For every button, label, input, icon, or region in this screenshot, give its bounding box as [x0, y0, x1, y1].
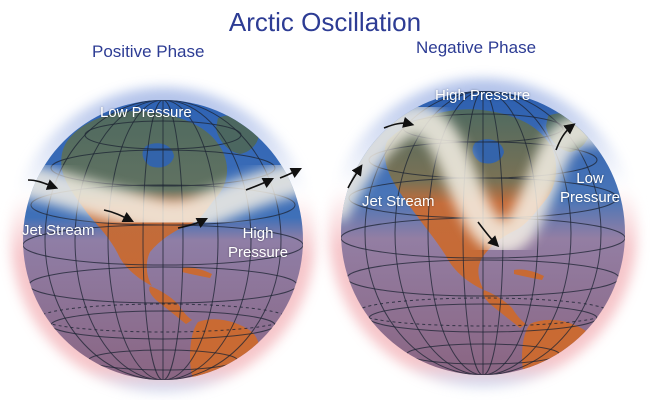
positive-caribbean — [182, 267, 212, 278]
positive-phase-heading: Positive Phase — [92, 42, 205, 61]
negative-arrow-2 — [383, 116, 415, 129]
positive-south-america — [190, 319, 261, 380]
negative-central-america — [483, 290, 526, 328]
negative-caribbean — [514, 269, 544, 280]
diagram-title: Arctic Oscillation — [228, 7, 422, 37]
positive-arrow-3 — [177, 217, 209, 229]
negative-jet-stream-label: Jet Stream — [362, 193, 435, 210]
positive-high-pressure-line2: Pressure — [227, 244, 289, 261]
negative-high-pressure-label: High Pressure — [435, 87, 531, 104]
positive-arrow-5 — [279, 167, 303, 179]
positive-arrow-2 — [103, 209, 135, 223]
positive-arrow-1 — [27, 179, 59, 190]
positive-jet-stream-label: Jet Stream — [22, 222, 95, 239]
positive-jet-arrows — [27, 167, 303, 229]
negative-hudson-bay — [472, 139, 504, 164]
positive-arrow-4 — [245, 177, 275, 191]
negative-low-pressure-label: Low Pressure — [550, 169, 630, 207]
positive-low-pressure-label: Low Pressure — [100, 104, 192, 121]
negative-phase-heading: Negative Phase — [416, 38, 537, 57]
positive-high-pressure-label: High Pressure — [218, 224, 298, 262]
positive-high-pressure-line1: High — [242, 225, 274, 242]
negative-jet-arrows — [347, 116, 576, 248]
negative-low-pressure-line1: Low — [576, 170, 604, 187]
positive-central-america — [149, 286, 192, 324]
negative-arrow-4 — [555, 123, 576, 151]
negative-phase-globe — [329, 79, 637, 387]
negative-arrow-3 — [477, 221, 500, 248]
positive-phase-globe — [11, 88, 315, 392]
negative-arrow-1 — [347, 164, 363, 189]
negative-low-pressure-line2: Pressure — [559, 189, 621, 206]
positive-meridians — [44, 100, 282, 380]
